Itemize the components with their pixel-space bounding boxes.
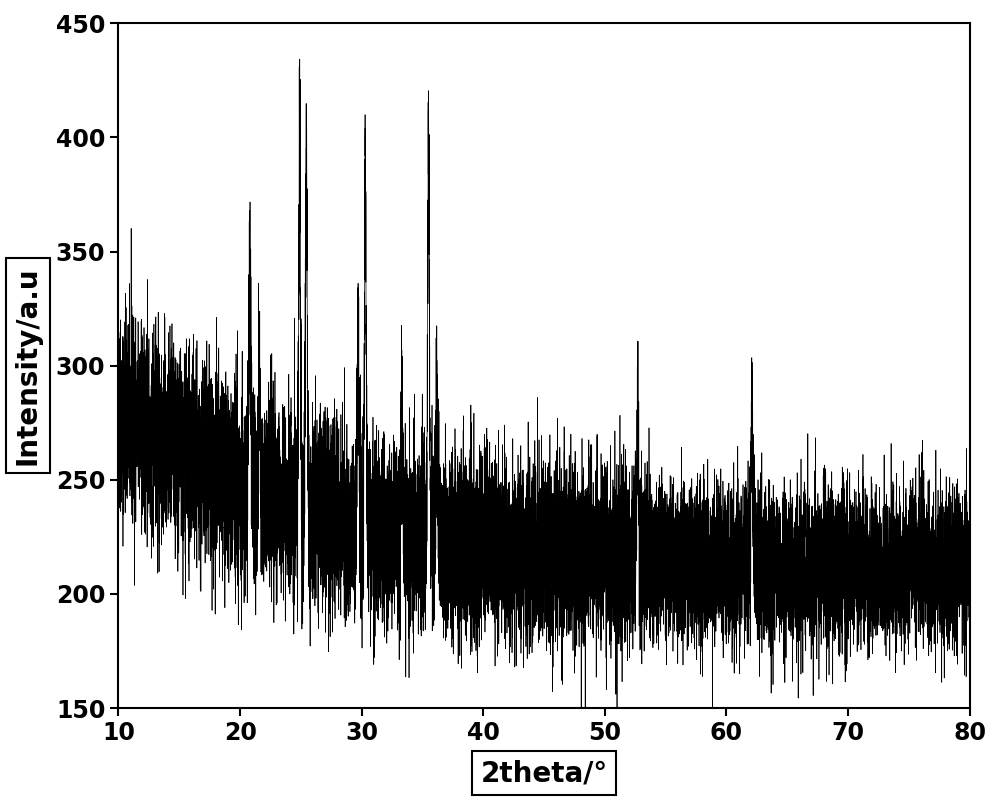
Y-axis label: Intensity/a.u: Intensity/a.u xyxy=(14,267,42,465)
X-axis label: 2theta/°: 2theta/° xyxy=(480,759,608,787)
